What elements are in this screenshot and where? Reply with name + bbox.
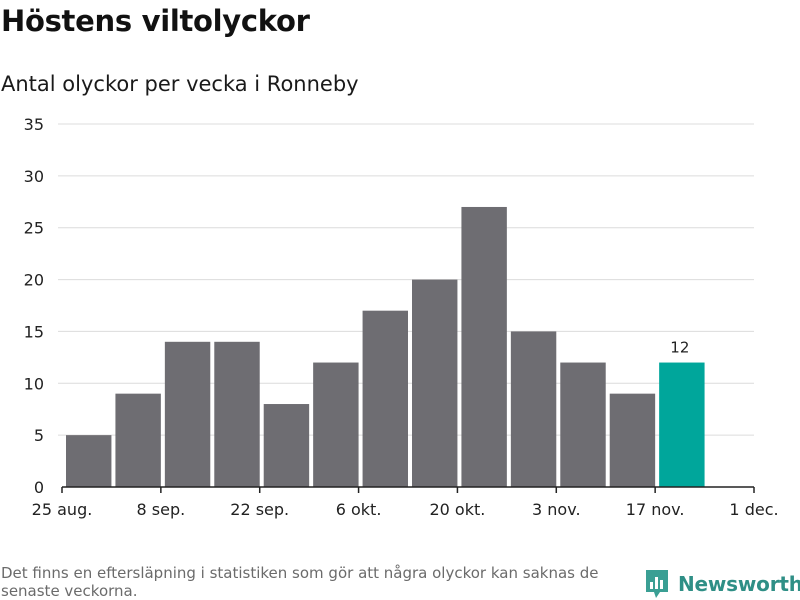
bar xyxy=(164,341,211,487)
bar xyxy=(362,310,408,487)
x-tick-label: 1 dec. xyxy=(729,500,778,519)
bar xyxy=(510,331,557,487)
newsworthy-logo-icon xyxy=(646,570,668,598)
bar xyxy=(263,404,310,487)
y-tick-label: 30 xyxy=(24,167,44,186)
bar-highlighted xyxy=(659,362,705,487)
x-tick-label: 6 okt. xyxy=(336,500,382,519)
x-tick-label: 20 okt. xyxy=(429,500,485,519)
x-tick-label: 3 nov. xyxy=(532,500,581,519)
chart-title: Höstens viltolyckor xyxy=(1,4,310,38)
bar xyxy=(461,206,507,487)
bar xyxy=(609,393,656,487)
data-label: 12 xyxy=(670,339,689,357)
y-tick-label: 10 xyxy=(24,374,44,393)
bar xyxy=(313,362,359,487)
bar xyxy=(560,362,606,487)
y-tick-label: 20 xyxy=(24,271,44,290)
x-tick-label: 8 sep. xyxy=(137,500,186,519)
brand-logo: Newsworthy xyxy=(644,568,800,600)
footnote: Det finns en eftersläpning i statistiken… xyxy=(1,564,599,600)
chart-subtitle: Antal olyckor per vecka i Ronneby xyxy=(1,72,359,96)
x-tick-label: 17 nov. xyxy=(626,500,685,519)
bar xyxy=(66,435,112,487)
y-tick-label: 15 xyxy=(24,322,44,341)
bar xyxy=(214,341,260,487)
bar xyxy=(412,279,458,487)
bar xyxy=(115,393,161,487)
y-tick-label: 0 xyxy=(34,478,44,497)
brand-name: Newsworthy xyxy=(678,572,800,596)
y-tick-label: 5 xyxy=(34,426,44,445)
x-tick-label: 22 sep. xyxy=(230,500,289,519)
x-tick-label: 25 aug. xyxy=(32,500,93,519)
y-tick-label: 35 xyxy=(24,115,44,134)
y-tick-label: 25 xyxy=(24,219,44,238)
